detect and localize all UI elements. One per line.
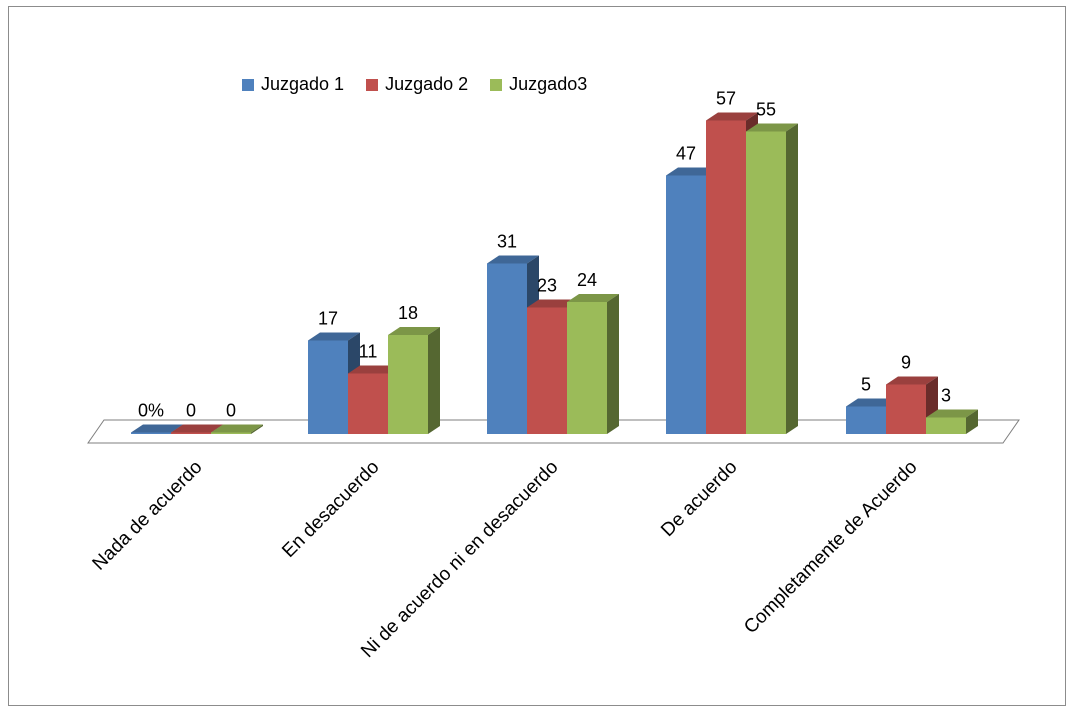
data-label-juzgado3-nada-de-acuerdo: 0 bbox=[226, 401, 236, 421]
data-label-juzgado-1-completamente-de-acuerdo: 5 bbox=[861, 375, 871, 395]
bar-juzgado3-ni-de-acuerdo-ni-en-desacuerdo-top bbox=[567, 294, 619, 302]
bar-juzgado-2-completamente-de-acuerdo-top bbox=[886, 376, 938, 385]
bar-juzgado-1-de-acuerdo bbox=[666, 175, 706, 434]
bar-juzgado-1-completamente-de-acuerdo bbox=[846, 406, 886, 434]
bar-juzgado-1-ni-de-acuerdo-ni-en-desacuerdo bbox=[487, 263, 527, 434]
bar-juzgado3-ni-de-acuerdo-ni-en-desacuerdo bbox=[567, 302, 607, 434]
category-label-completamente-de-acuerdo: Completamente de Acuerdo bbox=[740, 457, 921, 638]
bar-juzgado3-de-acuerdo bbox=[746, 131, 786, 434]
bar-juzgado-2-de-acuerdo bbox=[706, 120, 746, 434]
bar-juzgado-1-de-acuerdo-top bbox=[666, 167, 718, 176]
legend-label-juzgado-2: Juzgado 2 bbox=[385, 74, 469, 94]
bar-juzgado3-en-desacuerdo-side bbox=[428, 327, 440, 434]
legend-swatch-juzgado-2 bbox=[366, 78, 379, 91]
data-label-juzgado-1-de-acuerdo: 47 bbox=[676, 144, 696, 164]
bar-juzgado3-completamente-de-acuerdo bbox=[926, 417, 966, 434]
data-label-juzgado-1-en-desacuerdo: 17 bbox=[318, 309, 338, 329]
bar-juzgado-1-ni-de-acuerdo-ni-en-desacuerdo-top bbox=[487, 255, 539, 264]
bar-juzgado-2-de-acuerdo-top bbox=[706, 112, 758, 121]
bar-juzgado-2-ni-de-acuerdo-ni-en-desacuerdo-top bbox=[527, 299, 579, 308]
bar-juzgado-1-en-desacuerdo bbox=[308, 340, 348, 434]
data-label-juzgado-2-nada-de-acuerdo: 0 bbox=[186, 401, 196, 421]
bar-juzgado-2-nada-de-acuerdo-top bbox=[171, 424, 223, 433]
category-label-nada-de-acuerdo: Nada de acuerdo bbox=[89, 457, 207, 575]
legend-item-juzgado3: Juzgado3 bbox=[490, 74, 587, 95]
data-label-juzgado-2-ni-de-acuerdo-ni-en-desacuerdo: 23 bbox=[537, 276, 557, 296]
bar-juzgado3-en-desacuerdo-top bbox=[388, 327, 440, 335]
bar-juzgado-1-en-desacuerdo-top bbox=[308, 332, 360, 341]
bar-juzgado3-en-desacuerdo bbox=[388, 335, 428, 434]
legend-item-juzgado-2: Juzgado 2 bbox=[366, 74, 468, 95]
data-label-juzgado3-ni-de-acuerdo-ni-en-desacuerdo: 24 bbox=[577, 270, 597, 290]
data-label-juzgado-2-en-desacuerdo: 11 bbox=[359, 342, 378, 362]
bar-juzgado3-completamente-de-acuerdo-top bbox=[926, 409, 978, 418]
bar-juzgado3-nada-de-acuerdo-top bbox=[211, 424, 263, 433]
data-label-juzgado3-completamente-de-acuerdo: 3 bbox=[941, 386, 951, 406]
data-label-juzgado3-en-desacuerdo: 18 bbox=[398, 303, 418, 323]
legend-label-juzgado-1: Juzgado 1 bbox=[261, 74, 345, 94]
category-label-en-desacuerdo: En desacuerdo bbox=[278, 457, 383, 562]
bar-juzgado3-de-acuerdo-side bbox=[786, 123, 798, 434]
bar-juzgado-1-nada-de-acuerdo bbox=[131, 432, 171, 434]
category-label-ni-de-acuerdo-ni-en-desacuerdo: Ni de acuerdo ni en desacuerdo bbox=[357, 457, 562, 662]
bar-juzgado3-ni-de-acuerdo-ni-en-desacuerdo-side bbox=[607, 294, 619, 434]
legend-swatch-juzgado3 bbox=[490, 78, 503, 91]
data-label-juzgado-1-ni-de-acuerdo-ni-en-desacuerdo: 31 bbox=[497, 232, 517, 252]
bar-juzgado-1-nada-de-acuerdo-top bbox=[131, 424, 183, 433]
data-label-juzgado-2-de-acuerdo: 57 bbox=[716, 89, 736, 109]
category-label-de-acuerdo: De acuerdo bbox=[657, 457, 741, 541]
chart-legend: Juzgado 1 Juzgado 2 Juzgado3 bbox=[242, 74, 587, 95]
legend-item-juzgado-1: Juzgado 1 bbox=[242, 74, 344, 95]
bar-juzgado-2-completamente-de-acuerdo bbox=[886, 384, 926, 434]
data-label-juzgado-1-nada-de-acuerdo: 0% bbox=[138, 401, 164, 421]
bar-juzgado-2-en-desacuerdo bbox=[348, 373, 388, 434]
data-label-juzgado-2-completamente-de-acuerdo: 9 bbox=[901, 353, 911, 373]
data-label-juzgado3-de-acuerdo: 55 bbox=[756, 100, 776, 120]
bar-juzgado3-de-acuerdo-top bbox=[746, 123, 798, 132]
bar-juzgado3-nada-de-acuerdo-side bbox=[251, 424, 263, 434]
bar-juzgado-2-ni-de-acuerdo-ni-en-desacuerdo bbox=[527, 307, 567, 434]
bar-juzgado-2-nada-de-acuerdo bbox=[171, 432, 211, 434]
bar-juzgado-2-en-desacuerdo-top bbox=[348, 365, 400, 374]
bar-juzgado3-completamente-de-acuerdo-side bbox=[966, 409, 978, 434]
legend-label-juzgado3: Juzgado3 bbox=[509, 74, 588, 94]
bar-juzgado-1-completamente-de-acuerdo-top bbox=[846, 398, 898, 407]
bar-juzgado3-nada-de-acuerdo bbox=[211, 432, 251, 434]
legend-swatch-juzgado-1 bbox=[242, 78, 254, 91]
